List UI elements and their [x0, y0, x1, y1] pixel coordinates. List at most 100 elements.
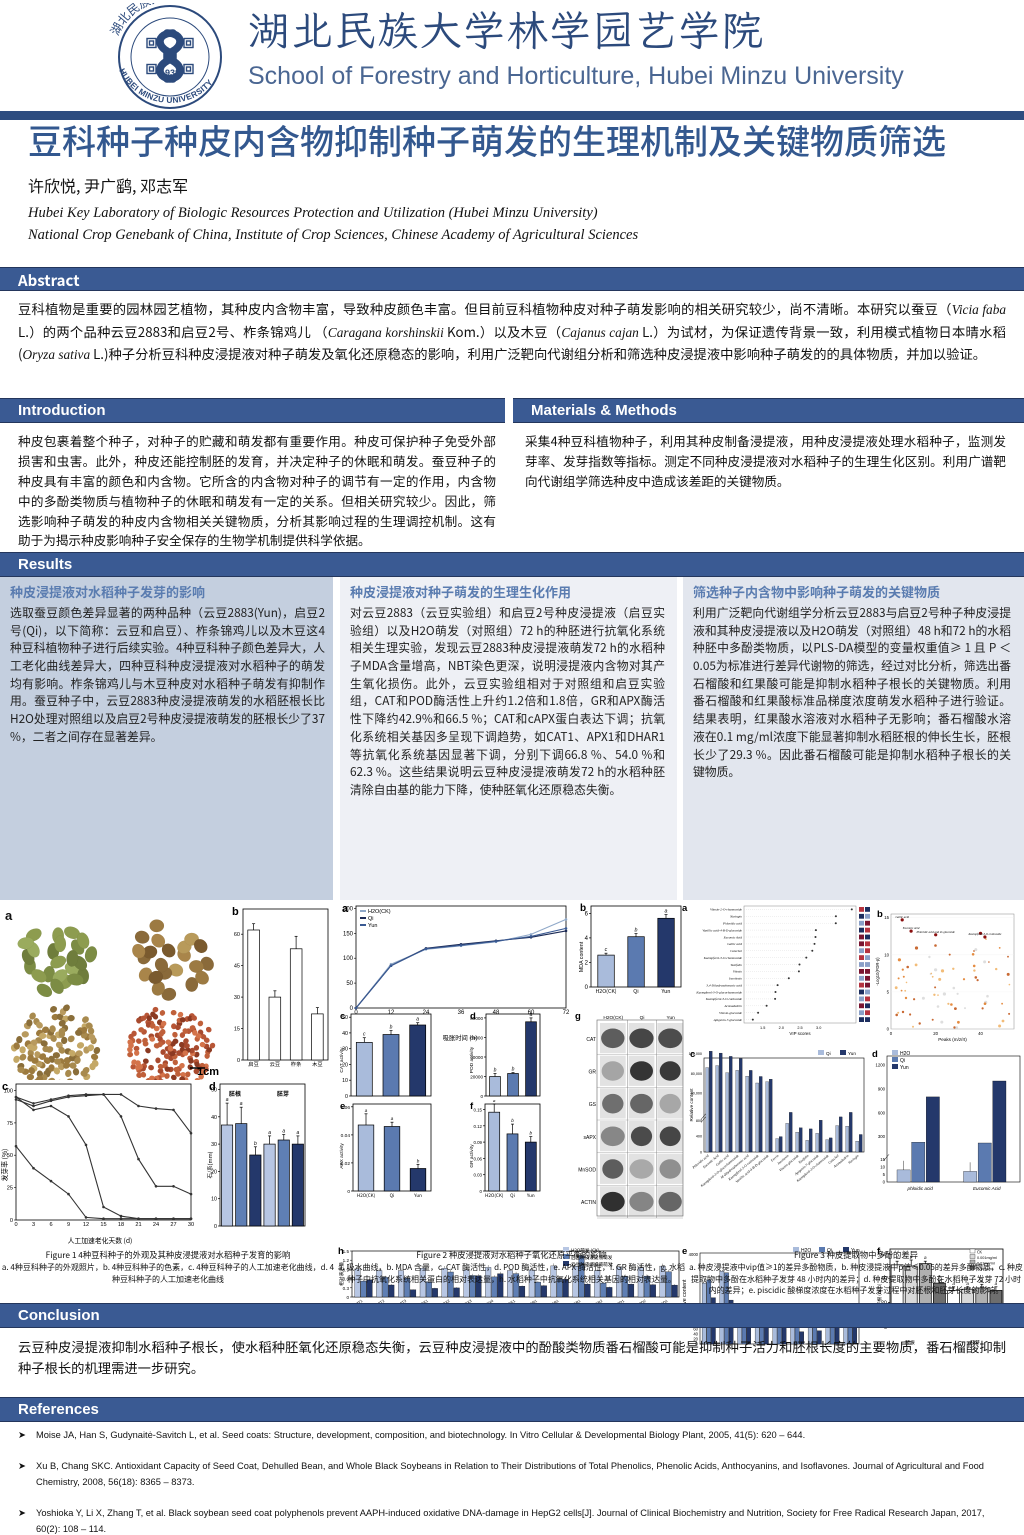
svg-text:0: 0	[480, 1094, 483, 1099]
svg-text:b: b	[390, 1025, 393, 1031]
svg-text:4: 4	[585, 936, 589, 942]
svg-text:Qi: Qi	[633, 987, 639, 995]
svg-text:40: 40	[342, 1031, 348, 1037]
svg-text:40: 40	[978, 1031, 983, 1036]
svg-text:b: b	[511, 1118, 514, 1123]
svg-text:ACTIN: ACTIN	[581, 1200, 596, 1206]
svg-text:1.5: 1.5	[760, 1026, 765, 1030]
svg-text:-Log10(FDR-p): -Log10(FDR-p)	[875, 957, 880, 986]
svg-text:a: a	[493, 1100, 496, 1103]
svg-text:启豆: 启豆	[248, 1060, 259, 1068]
svg-text:a: a	[665, 909, 668, 915]
svg-text:Apigenin-7-glucoside: Apigenin-7-glucoside	[713, 1018, 743, 1022]
svg-text:a: a	[365, 1108, 368, 1113]
svg-text:5: 5	[883, 1172, 886, 1177]
svg-text:a: a	[391, 1116, 394, 1121]
svg-text:c: c	[2, 1081, 8, 1093]
svg-text:Gallic acid: Gallic acid	[895, 915, 909, 919]
svg-text:Qi: Qi	[390, 1192, 395, 1199]
svg-text:APX activity: APX activity	[339, 1143, 345, 1169]
svg-text:80,000: 80,000	[691, 1072, 702, 1076]
svg-text:Peaks (m/z/rt): Peaks (m/z/rt)	[938, 1037, 967, 1042]
svg-text:0.04: 0.04	[341, 1133, 351, 1139]
svg-text:石/系(mm): 石/系(mm)	[207, 1151, 214, 1178]
svg-text:6: 6	[49, 1222, 52, 1228]
svg-text:Yun: Yun	[368, 923, 377, 929]
svg-text:a: a	[282, 1129, 285, 1135]
svg-text:e: e	[340, 1101, 345, 1112]
svg-text:GR activity: GR activity	[469, 1144, 475, 1168]
svg-text:Vitexin: Vitexin	[733, 970, 742, 974]
svg-text:柞条: 柞条	[291, 1060, 302, 1068]
svg-text:0: 0	[14, 1222, 17, 1228]
svg-text:MDA content: MDA content	[579, 941, 585, 972]
svg-text:0: 0	[237, 1058, 240, 1064]
svg-text:Isovitexin: Isovitexin	[728, 977, 742, 981]
svg-text:b: b	[530, 1131, 533, 1136]
svg-text:sAPX: sAPX	[583, 1135, 596, 1141]
svg-text:150: 150	[343, 931, 354, 937]
svg-text:Qi: Qi	[826, 1051, 831, 1056]
svg-text:Yun: Yun	[848, 1051, 856, 1056]
svg-text:5: 5	[887, 989, 890, 994]
svg-text:10: 10	[342, 1078, 348, 1084]
svg-text:a: a	[240, 1101, 243, 1107]
svg-text:MnSOD: MnSOD	[578, 1168, 596, 1174]
svg-text:a: a	[342, 903, 349, 915]
svg-text:发芽率 (%): 发芽率 (%)	[0, 1149, 9, 1182]
svg-text:d: d	[209, 1081, 216, 1093]
svg-text:c: c	[340, 1011, 345, 1022]
svg-text:b: b	[580, 903, 586, 914]
svg-text:0: 0	[10, 1218, 13, 1224]
svg-text:0: 0	[480, 1189, 483, 1194]
svg-text:H2O(CK): H2O(CK)	[368, 909, 391, 915]
svg-text:1200: 1200	[875, 1063, 885, 1068]
svg-text:Qi: Qi	[510, 1192, 515, 1199]
svg-text:Vanillic acid-4-B-D-glucoside: Vanillic acid-4-B-D-glucoside	[702, 928, 742, 932]
svg-text:b: b	[254, 1141, 257, 1147]
svg-text:Relative content: Relative content	[689, 1088, 694, 1122]
svg-text:a: a	[226, 1097, 229, 1103]
svg-text:900: 900	[878, 1087, 886, 1092]
svg-text:Naringin: Naringin	[847, 1154, 860, 1166]
svg-text:g: g	[575, 1011, 581, 1022]
svg-text:GS: GS	[589, 1102, 597, 1108]
svg-text:b: b	[877, 909, 883, 920]
svg-text:10: 10	[880, 1164, 885, 1169]
svg-text:b: b	[232, 906, 239, 918]
svg-text:d: d	[470, 1011, 476, 1022]
svg-text:Yun: Yun	[660, 987, 670, 995]
svg-text:45: 45	[234, 964, 240, 970]
svg-text:3: 3	[32, 1222, 35, 1228]
svg-text:0: 0	[347, 1189, 350, 1195]
svg-text:0: 0	[585, 985, 589, 991]
svg-text:30: 30	[234, 995, 240, 1001]
svg-text:0: 0	[890, 1031, 893, 1036]
svg-text:H2O(CK): H2O(CK)	[595, 987, 616, 995]
svg-text:12: 12	[83, 1222, 89, 1228]
svg-text:0: 0	[346, 1295, 349, 1300]
svg-text:50: 50	[346, 981, 353, 987]
svg-text:Qi: Qi	[900, 1058, 905, 1064]
svg-text:0: 0	[214, 1224, 217, 1230]
svg-text:18: 18	[118, 1222, 124, 1228]
svg-text:c: c	[605, 947, 608, 953]
svg-text:Kaempferol-3-O-rhamnoside: Kaempferol-3-O-rhamnoside	[703, 956, 743, 960]
svg-text:600: 600	[878, 1110, 886, 1115]
svg-text:b: b	[512, 1067, 515, 1073]
svg-text:a: a	[416, 1017, 419, 1023]
svg-text:H2O: H2O	[900, 1051, 910, 1057]
svg-text:Yun: Yun	[526, 1193, 535, 1199]
svg-text:2: 2	[585, 961, 589, 967]
svg-text:0.03: 0.03	[473, 1173, 482, 1178]
svg-text:300: 300	[878, 1134, 886, 1139]
svg-text:H2O(CK): H2O(CK)	[485, 1193, 504, 1199]
svg-text:15: 15	[100, 1222, 106, 1228]
svg-text:b: b	[417, 1158, 420, 1163]
svg-text:Gallic acid: Gallic acid	[727, 942, 742, 946]
svg-text:36: 36	[458, 1010, 465, 1016]
svg-text:25: 25	[7, 1186, 13, 1192]
svg-text:GR: GR	[589, 1070, 597, 1076]
svg-text:VIP scores: VIP scores	[789, 1031, 811, 1036]
svg-text:Yun: Yun	[900, 1065, 909, 1071]
